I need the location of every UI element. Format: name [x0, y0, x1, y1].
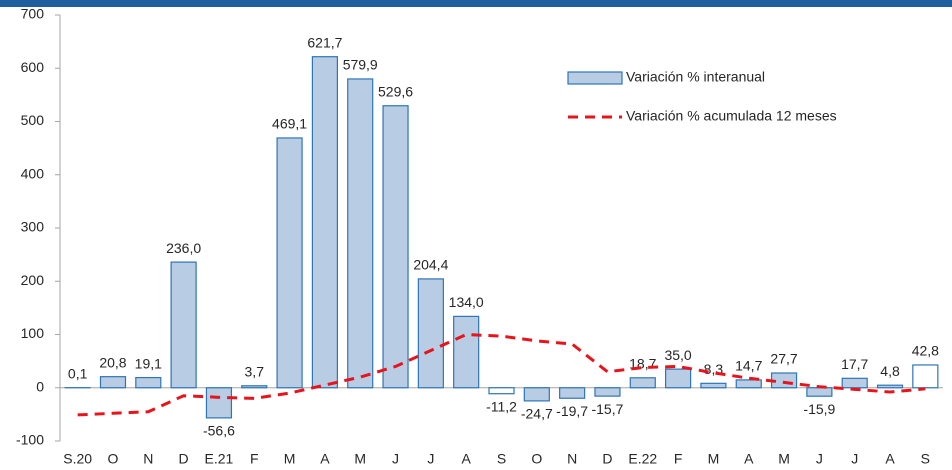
x-tick-label: A — [462, 451, 472, 467]
value-label: -11,2 — [486, 398, 517, 414]
value-label: 529,6 — [378, 83, 413, 99]
y-tick-label: 700 — [21, 6, 45, 22]
bar — [170, 261, 197, 389]
x-tick-label: S.20 — [63, 451, 92, 467]
value-label: -19,7 — [556, 403, 588, 419]
legend-label: Variación % interanual — [626, 69, 765, 85]
x-tick-label: F — [250, 451, 259, 467]
value-label: 27,7 — [770, 351, 797, 367]
bar — [453, 315, 480, 389]
x-tick-label: O — [108, 451, 119, 467]
value-label: -24,7 — [521, 406, 553, 422]
y-tick-label: 200 — [21, 272, 45, 288]
x-tick-label: S — [921, 451, 930, 467]
bar — [841, 377, 868, 389]
bar — [806, 387, 833, 397]
legend-swatch — [567, 71, 623, 85]
x-tick-label: J — [851, 451, 858, 467]
x-tick-label: J — [816, 451, 823, 467]
bar — [876, 384, 904, 389]
x-tick-label: A — [320, 451, 330, 467]
legend-label: Variación % acumulada 12 meses — [626, 108, 837, 124]
value-label: 42,8 — [912, 343, 939, 359]
bar — [523, 387, 550, 402]
x-tick-label: N — [143, 451, 153, 467]
value-label: 134,0 — [449, 294, 484, 310]
x-tick-label: A — [744, 451, 754, 467]
bar — [559, 387, 586, 399]
x-tick-label: N — [567, 451, 577, 467]
bar — [311, 56, 338, 389]
value-label: 236,0 — [166, 240, 201, 256]
y-tick-label: 300 — [21, 219, 45, 235]
value-label: -56,6 — [203, 423, 235, 439]
x-tick-label: J — [427, 451, 434, 467]
bar — [135, 376, 162, 389]
bar — [205, 387, 233, 419]
y-tick-label: 400 — [21, 165, 45, 181]
header-band — [0, 0, 952, 7]
value-label: 17,7 — [841, 356, 868, 372]
bar — [594, 387, 621, 397]
y-tick-label: 100 — [21, 325, 45, 341]
x-tick-label: E.21 — [205, 451, 234, 467]
x-tick-label: A — [885, 451, 895, 467]
value-label: 469,1 — [272, 116, 307, 132]
bar — [629, 377, 656, 389]
value-label: 14,7 — [735, 358, 762, 374]
y-tick-label: -100 — [16, 432, 44, 448]
x-tick-label: F — [674, 451, 683, 467]
bar — [735, 379, 762, 389]
bar — [276, 137, 303, 389]
value-label: 4,8 — [880, 363, 900, 379]
x-tick-label: E.22 — [628, 451, 657, 467]
x-tick-label: D — [179, 451, 189, 467]
x-tick-label: S — [497, 451, 506, 467]
y-tick-label: 500 — [21, 112, 45, 128]
value-label: 3,7 — [245, 363, 265, 379]
value-label: 204,4 — [413, 257, 448, 273]
x-tick-label: J — [392, 451, 399, 467]
x-tick-label: M — [284, 451, 296, 467]
x-tick-label: O — [531, 451, 542, 467]
bar — [347, 78, 374, 389]
value-label: -15,9 — [803, 401, 835, 417]
y-tick-label: 600 — [21, 59, 45, 75]
bar — [417, 278, 444, 389]
x-tick-label: M — [708, 451, 720, 467]
bar — [700, 382, 727, 389]
bar — [912, 364, 939, 389]
value-label: 621,7 — [307, 34, 342, 50]
value-label: -15,7 — [591, 401, 623, 417]
value-label: 19,1 — [135, 355, 162, 371]
x-tick-label: M — [354, 451, 366, 467]
bar — [382, 105, 409, 389]
value-label: 579,9 — [343, 57, 378, 73]
line — [77, 332, 926, 417]
value-label: 0,1 — [68, 365, 88, 381]
y-tick-label: 0 — [36, 378, 44, 394]
x-tick-label: D — [602, 451, 612, 467]
bar — [99, 376, 127, 389]
bar — [664, 368, 692, 389]
bar — [241, 385, 268, 389]
bar — [488, 387, 515, 395]
value-label: 35,0 — [664, 347, 691, 363]
value-label: 20,8 — [99, 354, 126, 370]
x-tick-label: M — [778, 451, 790, 467]
